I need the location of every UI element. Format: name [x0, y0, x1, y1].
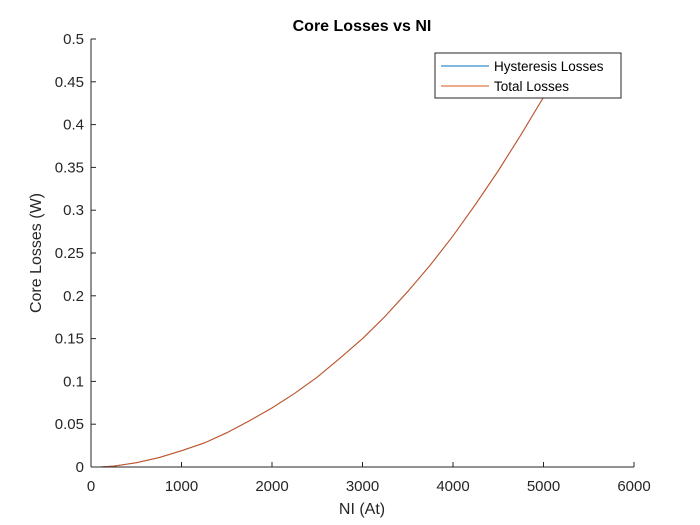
x-tick-label: 3000: [346, 478, 379, 495]
x-tick-label: 5000: [527, 478, 560, 495]
legend-label-total: Total Losses: [494, 79, 569, 94]
x-tick-label: 1000: [165, 478, 198, 495]
y-tick-label: 0.2: [63, 288, 84, 305]
chart-title: Core Losses vs NI: [293, 18, 432, 35]
y-axis-label: Core Losses (W): [28, 193, 45, 313]
x-ticks: 0 1000 2000 3000 4000 5000 6000: [87, 462, 651, 495]
series-line-total: [100, 96, 544, 467]
y-tick-label: 0.35: [55, 159, 84, 176]
y-tick-label: 0.25: [55, 245, 84, 262]
y-tick-label: 0.05: [55, 416, 84, 433]
series-lines: [100, 96, 544, 467]
y-tick-label: 0.5: [63, 31, 84, 48]
legend: Hysteresis Losses Total Losses: [434, 52, 622, 99]
y-tick-label: 0.45: [55, 74, 84, 91]
x-tick-label: 0: [87, 478, 95, 495]
y-tick-label: 0.4: [63, 117, 84, 134]
x-tick-label: 2000: [255, 478, 288, 495]
legend-label-hysteresis: Hysteresis Losses: [494, 59, 604, 74]
x-tick-label: 4000: [436, 478, 469, 495]
x-tick-label: 6000: [617, 478, 650, 495]
y-tick-label: 0.1: [63, 373, 84, 390]
y-ticks: 0 0.05 0.1 0.15 0.2 0.25 0.3 0.35 0.4 0.45 0.5: [55, 31, 96, 476]
plot-area: [91, 39, 634, 467]
y-tick-label: 0.15: [55, 331, 84, 348]
y-tick-label: 0.3: [63, 202, 84, 219]
legend-box: [434, 52, 622, 99]
x-axis-label: NI (At): [339, 501, 385, 518]
y-tick-label: 0: [76, 459, 84, 476]
